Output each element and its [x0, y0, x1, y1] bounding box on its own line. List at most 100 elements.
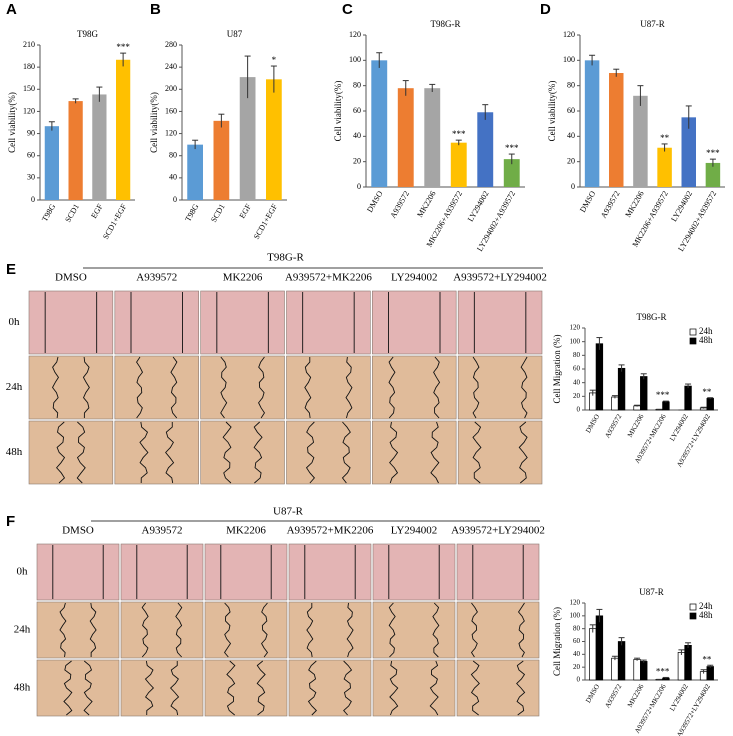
- y-tick-label: 100: [570, 611, 581, 619]
- panel-letter: F: [6, 513, 15, 530]
- wound-edge: [520, 356, 528, 419]
- bar: [44, 126, 59, 200]
- x-tick-label: A939572: [599, 189, 622, 219]
- error-bar: [700, 406, 707, 409]
- error-bar: [589, 54, 596, 66]
- significance-mark: **: [702, 654, 712, 664]
- wound-edge: [389, 421, 399, 484]
- bar: [684, 385, 692, 411]
- wound-edge: [341, 421, 351, 484]
- wound-edge: [258, 356, 266, 419]
- y-tick-label: 40: [573, 650, 581, 658]
- error-bar: [508, 153, 515, 165]
- wound-edge: [89, 602, 97, 658]
- y-tick-label: 160: [165, 106, 177, 115]
- error-bar: [700, 669, 707, 674]
- y-tick-label: 0: [357, 182, 361, 191]
- bar: [589, 628, 597, 681]
- chart-title: U87-R: [640, 19, 665, 29]
- bar: [681, 117, 696, 187]
- micrograph: [120, 659, 204, 717]
- error-bar: [640, 659, 647, 663]
- panel-letter: E: [6, 261, 16, 278]
- bar: [677, 652, 686, 681]
- bar: [609, 73, 624, 187]
- wound-edge: [169, 660, 180, 716]
- wound-edge: [345, 356, 353, 419]
- error-bar: [618, 364, 625, 372]
- x-tick-label: T98G: [40, 202, 57, 223]
- y-axis-label: Cell Migration (%): [552, 607, 562, 676]
- error-bar: [637, 85, 644, 106]
- significance-mark: ***: [656, 390, 670, 400]
- error-bar: [218, 113, 225, 128]
- micrograph: [36, 543, 120, 601]
- wound-edge: [518, 421, 528, 484]
- micrograph: [457, 420, 543, 485]
- y-tick-label: 20: [573, 663, 581, 671]
- y-axis-label: Cell viability(%): [7, 92, 17, 153]
- error-bar: [611, 395, 618, 399]
- micrograph: [372, 659, 456, 717]
- bar: [450, 142, 467, 187]
- error-bar: [72, 98, 79, 104]
- significance-mark: **: [702, 387, 712, 397]
- bar: [239, 77, 256, 200]
- bar: [706, 398, 714, 411]
- panel-letter: B: [150, 1, 161, 18]
- y-tick-label: 60: [27, 151, 35, 160]
- x-tick-label: A939572: [388, 189, 411, 219]
- section-title: U87-R: [273, 506, 304, 518]
- row-label: 24h: [6, 381, 23, 393]
- column-header: LY294002: [391, 272, 438, 284]
- wound-edge: [141, 602, 149, 658]
- micrograph: [204, 659, 288, 717]
- micrograph: [288, 659, 372, 717]
- wound-edge: [51, 356, 60, 419]
- x-tick-label: LY294002: [668, 412, 690, 442]
- bar: [266, 79, 282, 200]
- y-tick-label: 20: [353, 156, 361, 165]
- x-tick-label: EGF: [238, 202, 254, 220]
- error-bar: [244, 55, 251, 99]
- wound-edge: [76, 421, 86, 484]
- micrograph: [114, 290, 199, 355]
- significance-mark: ***: [116, 42, 130, 52]
- y-tick-label: 40: [169, 173, 177, 182]
- bar: [706, 666, 714, 681]
- column-header: A939572: [136, 272, 177, 284]
- x-tick-label: A939572: [603, 682, 623, 709]
- bar: [617, 367, 626, 411]
- wound-edge: [517, 602, 525, 658]
- error-bar: [613, 68, 620, 77]
- y-tick-label: 80: [567, 80, 575, 89]
- micrograph: [372, 601, 456, 659]
- wound-edge: [388, 602, 396, 658]
- wound-edge: [433, 356, 441, 419]
- y-tick-label: 180: [23, 62, 35, 71]
- legend-label: 24h: [699, 326, 713, 336]
- micrograph: [200, 290, 285, 355]
- row-label: 48h: [14, 682, 31, 694]
- wound-edge: [82, 356, 90, 419]
- x-tick-label: LY294002: [669, 189, 694, 223]
- y-axis-label: Cell viability(%): [149, 92, 159, 153]
- y-tick-label: 80: [353, 80, 361, 89]
- y-tick-label: 210: [23, 40, 35, 49]
- wound-edge: [253, 421, 263, 484]
- bar: [705, 162, 721, 187]
- column-header: MK2206: [226, 525, 266, 537]
- x-tick-label: SCD1+EGF: [252, 202, 280, 241]
- wound-edge: [472, 421, 482, 484]
- y-tick-label: 80: [573, 351, 581, 359]
- wound-edge: [388, 356, 396, 419]
- significance-mark: *: [272, 55, 277, 65]
- bar: [397, 88, 414, 187]
- y-tick-label: 60: [353, 106, 361, 115]
- chart-title: T98G-R: [431, 19, 461, 29]
- significance-mark: ***: [505, 143, 519, 153]
- micrograph: [200, 355, 285, 420]
- significance-mark: **: [660, 133, 670, 143]
- bar: [640, 661, 648, 681]
- bar: [503, 159, 520, 187]
